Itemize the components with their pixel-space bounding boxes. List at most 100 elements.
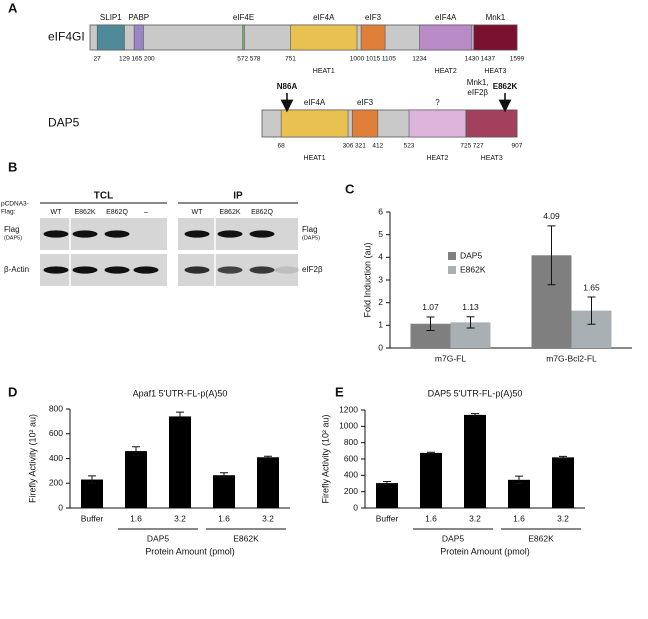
- lane-label: WT: [192, 209, 204, 216]
- y-tick-label: 0: [378, 342, 383, 352]
- lane-label: WT: [51, 209, 63, 216]
- y-tick-label: 1000: [339, 421, 358, 431]
- panel-letter: A: [8, 0, 18, 15]
- domain-label: Mnk1: [486, 13, 506, 22]
- domain-label: eIF4E: [233, 13, 254, 22]
- domain-label: PABP: [128, 13, 149, 22]
- error-bar: [220, 472, 228, 479]
- x-tick-label: 1.6: [513, 513, 525, 523]
- band: [217, 266, 243, 274]
- value-label: 1.65: [583, 282, 600, 292]
- domain: [360, 24, 386, 51]
- residue-number: 1015: [366, 56, 381, 63]
- vector-label: Flag:: [1, 209, 16, 216]
- y-tick-label: 0: [353, 502, 358, 512]
- residue-number: 727: [473, 143, 484, 150]
- residue-number: 907: [512, 143, 523, 150]
- residue-number: 321: [355, 143, 366, 150]
- y-tick-label: 5: [378, 229, 383, 239]
- residue-number: 1105: [382, 56, 396, 63]
- residue-number: 578: [250, 56, 261, 63]
- panel-letter: B: [8, 159, 17, 174]
- error-bar: [515, 475, 523, 484]
- row-label: Flag: [4, 225, 20, 234]
- heat-label: HEAT1: [304, 155, 326, 162]
- domain: [473, 24, 518, 51]
- error-bar: [471, 413, 479, 417]
- band: [184, 230, 210, 238]
- bar: [81, 479, 103, 508]
- residue-number: 1430: [465, 56, 480, 63]
- x-tick-label: 1.6: [425, 513, 437, 523]
- error-bar: [426, 316, 435, 332]
- error-bar: [559, 455, 567, 459]
- lane-label: E862K: [74, 209, 95, 216]
- error-bar: [88, 475, 96, 484]
- y-tick-label: 200: [49, 478, 63, 488]
- y-tick-label: 6: [378, 206, 383, 216]
- panel-letter: D: [8, 384, 17, 399]
- legend-swatch: [448, 252, 456, 260]
- error-bar: [264, 455, 272, 459]
- y-axis-label: Firefly Activity (10² au): [27, 414, 37, 503]
- y-tick-label: 600: [49, 428, 63, 438]
- error-bar: [466, 316, 475, 329]
- heat-label: HEAT3: [484, 68, 506, 75]
- domain-label: Mnk1,: [467, 78, 489, 87]
- residue-number: 725: [460, 143, 471, 150]
- y-axis-label: Firefly Activity (10² au): [320, 414, 330, 503]
- value-label: 4.09: [543, 211, 560, 221]
- row-sublabel: (DAP5): [4, 235, 22, 241]
- x-tick-label: 3.2: [557, 513, 569, 523]
- residue-number: 523: [404, 143, 415, 150]
- y-tick-label: 800: [49, 403, 63, 413]
- band: [249, 230, 275, 238]
- domain: [466, 109, 518, 138]
- y-tick-label: 1: [378, 320, 383, 330]
- heat-label: HEAT1: [313, 68, 335, 75]
- lane-label: –: [144, 209, 148, 216]
- row-sublabel: (DAP5): [302, 235, 320, 241]
- blot-title: IP: [233, 191, 243, 202]
- row-label: Flag: [302, 225, 318, 234]
- domain-label: eIF3: [365, 13, 382, 22]
- legend-label: E862K: [460, 264, 486, 274]
- value-label: 1.07: [422, 302, 439, 312]
- domain: [408, 109, 467, 138]
- domain-label: eIF2β: [467, 88, 488, 97]
- error-bar: [176, 411, 184, 422]
- band: [72, 230, 98, 238]
- residue-number: 1437: [481, 56, 496, 63]
- protein-name: eIF4GI: [48, 30, 85, 44]
- domain: [242, 24, 245, 51]
- domain: [96, 24, 125, 51]
- lane-label: E862Q: [251, 209, 273, 216]
- blot-title: TCL: [94, 191, 113, 202]
- y-tick-label: 2: [378, 297, 383, 307]
- x-tick-label: 3.2: [469, 513, 481, 523]
- residue-number: 1599: [510, 56, 525, 63]
- band: [249, 266, 275, 274]
- error-bar: [132, 446, 140, 456]
- domain-label: eIF4A: [313, 13, 335, 22]
- heat-label: HEAT2: [435, 68, 457, 75]
- bar: [552, 457, 574, 508]
- band: [184, 266, 210, 274]
- x-tick-label: Buffer: [376, 513, 399, 523]
- y-tick-label: 0: [58, 502, 63, 512]
- band: [217, 230, 243, 238]
- error-bar: [383, 480, 391, 486]
- x-tick-label: 1.6: [218, 513, 230, 523]
- domain-label: eIF3: [357, 98, 374, 107]
- domain-label: eIF4A: [435, 13, 457, 22]
- band: [274, 266, 300, 274]
- row-label: β-Actin: [4, 265, 29, 274]
- x-tick-label: Buffer: [81, 513, 104, 523]
- lane-label: E862Q: [106, 209, 128, 216]
- vector-label: pCDNA3-: [1, 201, 29, 208]
- bar: [125, 451, 147, 508]
- y-axis-label: Fold Induction (au): [362, 242, 372, 317]
- band: [43, 230, 69, 238]
